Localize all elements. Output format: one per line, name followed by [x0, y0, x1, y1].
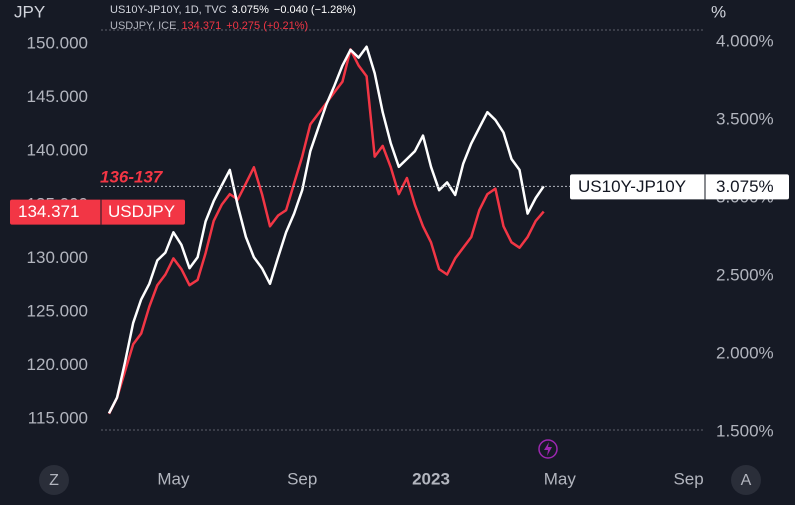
y-tick-label: 130.000 [27, 248, 88, 267]
auto-scale-button-icon: A [741, 472, 752, 489]
event-marker-ring [538, 439, 558, 459]
y2-tick-label: 3.500% [716, 110, 774, 129]
legend-value: 134.371 [181, 20, 221, 32]
legend-change: +0.275 (+0.21%) [226, 20, 308, 32]
y2-tick-label: 2.500% [716, 266, 774, 285]
x-tick-label: May [157, 469, 190, 488]
y2-axis-title: % [711, 2, 726, 21]
legend-entry: USDJPY, ICE 134.371 +0.275 (+0.21%) [110, 20, 308, 32]
event-marker[interactable] [538, 439, 558, 459]
price-label-box [570, 174, 789, 200]
legend-name: US10Y-JP10Y, 1D, TVC [110, 4, 227, 16]
x-tick-label: Sep [287, 469, 317, 488]
y2-tick-label: 1.500% [716, 422, 774, 441]
legend-change: −0.040 (−1.28%) [274, 4, 356, 16]
x-tick-label: May [544, 469, 577, 488]
price-label-box [10, 199, 185, 225]
price-label-name: US10Y-JP10Y [578, 177, 686, 196]
x-tick-label: Sep [673, 469, 703, 488]
y-tick-label: 125.000 [27, 302, 88, 321]
y2-tick-label: 2.000% [716, 344, 774, 363]
legend-value: 3.075% [232, 4, 270, 16]
event-marker-icon [544, 442, 552, 456]
price-label-value: 134.371 [18, 202, 79, 221]
y-tick-label: 115.000 [28, 409, 88, 428]
legend-name: USDJPY, ICE [110, 20, 176, 32]
x-tick-label: 2023 [412, 469, 450, 488]
zoom-button-icon: Z [49, 472, 59, 489]
annotation: 136-137 [100, 167, 164, 186]
y-tick-label: 145.000 [27, 87, 88, 106]
series-line [107, 45, 545, 414]
price-label-name: USDJPY [108, 202, 175, 221]
y-axis-title: JPY [14, 2, 45, 21]
y-tick-label: 120.000 [27, 355, 88, 374]
zoom-button[interactable] [39, 465, 69, 495]
legend-entry: US10Y-JP10Y, 1D, TVC 3.075% −0.040 (−1.28%… [110, 4, 356, 16]
auto-scale-button[interactable] [731, 465, 761, 495]
price-label-value: 3.075% [716, 177, 774, 196]
y-tick-label: 140.000 [27, 141, 88, 160]
y2-tick-label: 4.000% [716, 31, 774, 50]
y-tick-label: 150.000 [27, 34, 88, 53]
